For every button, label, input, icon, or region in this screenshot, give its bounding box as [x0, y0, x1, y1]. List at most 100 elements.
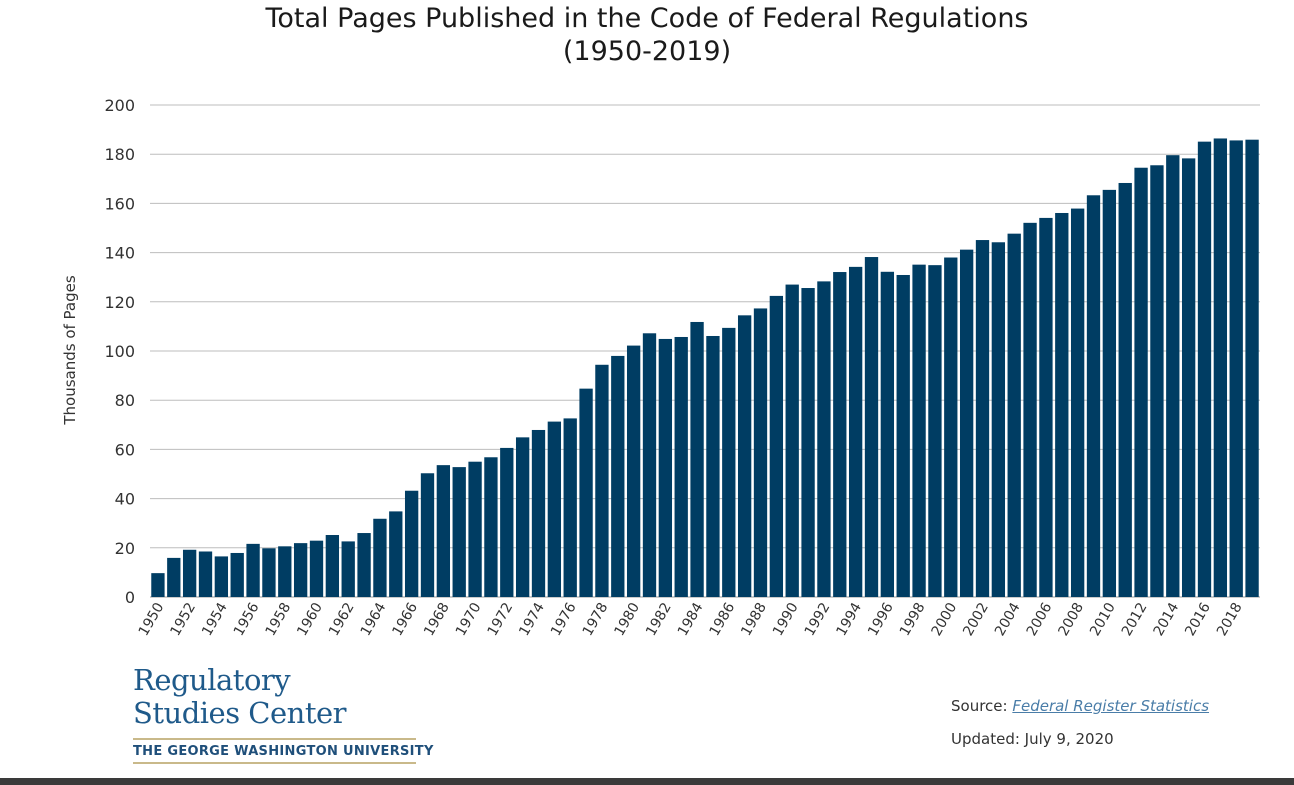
bar-1972: [500, 447, 514, 597]
x-tick-label-1950: 1950: [136, 600, 168, 639]
bar-1961: [325, 535, 340, 597]
x-tick-label-1982: 1982: [643, 600, 675, 639]
bar-1969: [452, 467, 466, 597]
bar-1993: [833, 272, 847, 597]
x-tick-label-1952: 1952: [167, 600, 199, 639]
x-tick-label-2006: 2006: [1024, 600, 1056, 639]
x-tick-label-1994: 1994: [833, 600, 865, 639]
bar-1994: [848, 266, 863, 597]
bar-1981: [642, 333, 657, 597]
bar-1990: [785, 284, 799, 597]
bar-1951: [167, 557, 181, 597]
bar-2004: [1007, 233, 1021, 597]
y-tick-label: 0: [125, 588, 135, 607]
x-tick-label-2008: 2008: [1055, 600, 1087, 639]
x-tick-label-1986: 1986: [707, 600, 739, 639]
bar-2018: [1229, 140, 1243, 598]
bar-2010: [1102, 189, 1117, 597]
x-tick-label-1988: 1988: [738, 600, 770, 639]
x-tick-label-1996: 1996: [865, 600, 897, 639]
bar-1978: [595, 364, 609, 597]
x-tick-label-2004: 2004: [992, 600, 1024, 639]
x-tick-label-2000: 2000: [929, 600, 961, 639]
x-tick-label-1956: 1956: [231, 600, 263, 639]
bar-1991: [801, 288, 815, 597]
source-label: Source:: [951, 697, 1013, 715]
bar-1997: [896, 274, 910, 597]
bar-2007: [1055, 212, 1069, 598]
bar-1986: [722, 327, 736, 597]
bar-2000: [944, 257, 958, 597]
x-tick-label-1962: 1962: [326, 600, 358, 639]
x-tick-label-2016: 2016: [1182, 600, 1214, 639]
chart-title: Total Pages Published in the Code of Fed…: [0, 2, 1294, 68]
bar-1958: [278, 546, 292, 597]
bar-1999: [928, 265, 942, 597]
bar-1955: [230, 552, 244, 597]
x-tick-label-1966: 1966: [389, 600, 421, 639]
x-tick-label-2014: 2014: [1151, 600, 1183, 639]
y-tick-label: 200: [104, 96, 135, 115]
x-tick-label-1992: 1992: [802, 600, 834, 639]
x-tick-label-1964: 1964: [358, 600, 390, 639]
bar-chart: 0 20 40 60 80 100 120 140 160 180 200 1950 1952 1954…: [61, 96, 1260, 639]
bar-2017: [1213, 138, 1228, 597]
bar-1977: [579, 388, 593, 597]
x-tick-label-1990: 1990: [770, 600, 802, 639]
bar-1988: [753, 308, 768, 597]
bar-1985: [706, 335, 720, 597]
bar-2006: [1039, 217, 1053, 597]
y-axis-ticks: 0 20 40 60 80 100 120 140 160 180 200: [104, 96, 135, 607]
rsc-logo: Regulatory Studies Center THE GEORGE WAS…: [133, 664, 434, 764]
bar-1980: [626, 345, 641, 597]
updated-note: Updated: July 9, 2020: [951, 730, 1114, 748]
x-tick-label-2010: 2010: [1087, 600, 1119, 639]
bar-2001: [959, 249, 974, 597]
bar-1992: [817, 281, 831, 597]
bar-1965: [389, 511, 403, 597]
bar-1983: [674, 336, 688, 597]
x-tick-label-1960: 1960: [294, 600, 326, 639]
bar-1995: [864, 257, 879, 597]
bar-1973: [515, 437, 530, 597]
source-note: Source: Federal Register Statistics: [951, 697, 1209, 715]
bar-1998: [912, 264, 926, 597]
bar-2002: [975, 240, 990, 598]
x-tick-label-1978: 1978: [580, 600, 612, 639]
bar-1989: [769, 295, 784, 597]
bar-1952: [182, 549, 197, 597]
y-tick-label: 100: [104, 342, 135, 361]
source-link[interactable]: Federal Register Statistics: [1012, 697, 1210, 715]
bar-1979: [611, 355, 625, 597]
logo-rule-top: [133, 738, 416, 740]
x-tick-label-1976: 1976: [548, 600, 580, 639]
x-tick-label-1974: 1974: [516, 600, 548, 639]
y-tick-label: 80: [115, 391, 135, 410]
bar-2008: [1070, 208, 1085, 597]
logo-rule-bottom: [133, 762, 416, 764]
chart-title-line1: Total Pages Published in the Code of Fed…: [265, 3, 1029, 34]
bar-1964: [373, 518, 387, 597]
x-tick-label-1980: 1980: [611, 600, 643, 639]
bar-1996: [880, 271, 895, 597]
bar-1974: [531, 429, 546, 597]
bar-2014: [1166, 155, 1180, 597]
bar-2011: [1118, 182, 1132, 598]
x-tick-label-1958: 1958: [263, 600, 295, 639]
bar-2012: [1134, 167, 1148, 598]
bar-2005: [1023, 222, 1037, 597]
bar-2009: [1086, 195, 1101, 597]
bar-1950: [151, 573, 165, 597]
bar-2013: [1150, 165, 1164, 597]
bar-1968: [436, 465, 451, 597]
x-tick-label-1968: 1968: [421, 600, 453, 639]
x-tick-label-1970: 1970: [453, 600, 485, 639]
y-tick-label: 40: [115, 490, 135, 509]
y-tick-label: 20: [115, 539, 135, 558]
logo-line2: Studies Center: [133, 696, 347, 730]
bar-1956: [246, 543, 260, 597]
bar-1982: [658, 338, 673, 597]
bar-1962: [341, 541, 355, 597]
bar-1959: [293, 543, 308, 597]
bar-1966: [404, 490, 419, 597]
